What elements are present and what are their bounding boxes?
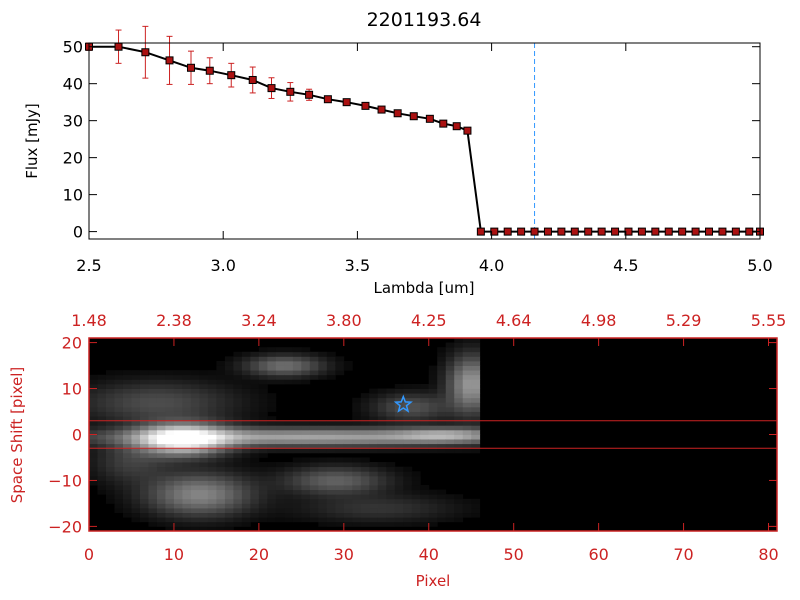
y-tick-label: 10 [63, 186, 83, 205]
data-point [227, 71, 236, 80]
data-point [664, 227, 673, 236]
top-plot-frame [88, 42, 761, 240]
data-point [718, 227, 727, 236]
data-point [452, 122, 461, 131]
data-point [637, 227, 646, 236]
chart-title: 2201193.64 [367, 9, 482, 31]
x-tick-label: 30 [334, 545, 354, 564]
data-point [624, 227, 633, 236]
top-x-tick-label: 1.48 [71, 311, 107, 330]
top-x-tick-label: 4.98 [581, 311, 617, 330]
data-point [584, 227, 593, 236]
top-x-tick-label: 5.55 [751, 311, 787, 330]
data-point [323, 95, 332, 104]
y-tick-label: 20 [63, 149, 83, 168]
y-tick-label: −10 [48, 471, 82, 490]
data-point [141, 48, 150, 57]
data-point [114, 42, 123, 51]
data-point [205, 66, 214, 75]
bottom-y-axis-label: Space Shift [pixel] [8, 367, 26, 504]
data-point [248, 75, 257, 84]
x-tick-label: 20 [249, 545, 269, 564]
data-point [705, 227, 714, 236]
top-y-axis-label: Flux [mJy] [23, 103, 41, 179]
top-x-tick-label: 3.80 [326, 311, 362, 330]
top-x-tick-label: 4.64 [496, 311, 532, 330]
top-x-tick-label: 2.38 [156, 311, 192, 330]
data-point [503, 227, 512, 236]
image-pixels [89, 338, 481, 532]
flux-spectrum-chart: 2201193.64 2.5 3.0 3.5 4.0 4.5 5.0 0 10 20 30 40 50… [23, 9, 773, 297]
data-point [543, 227, 552, 236]
top-x-axis-label: Lambda [um] [374, 279, 475, 297]
data-point [745, 227, 754, 236]
spectral-image-panel: 0 1.48 10 2.38 20 3.24 30 3.80 40 4.25 50 4.64 60 4.9… [8, 311, 786, 590]
x-tick-label: 80 [758, 545, 778, 564]
x-tick-label: 0 [84, 545, 94, 564]
y-tick-label: 10 [62, 380, 82, 399]
data-point [342, 98, 351, 107]
data-point [731, 227, 740, 236]
x-tick-label: 5.0 [747, 256, 772, 275]
data-point [651, 227, 660, 236]
star-icon [393, 394, 413, 413]
data-point [439, 119, 448, 128]
data-point [393, 109, 402, 118]
data-point [186, 63, 195, 72]
data-point [267, 84, 276, 93]
x-tick-label: 4.5 [613, 256, 638, 275]
y-tick-label: −20 [48, 517, 82, 536]
top-x-tick-label: 3.24 [241, 311, 277, 330]
data-point [691, 227, 700, 236]
data-point [530, 227, 539, 236]
data-point [463, 126, 472, 135]
data-point [286, 87, 295, 96]
y-tick-label: 0 [73, 223, 83, 242]
y-tick-label: 20 [62, 334, 82, 353]
data-point [517, 227, 526, 236]
flux-markers [85, 42, 764, 236]
bottom-x-axis-label: Pixel [416, 572, 451, 590]
data-point [377, 105, 386, 114]
top-x-tick-label: 4.25 [411, 311, 447, 330]
extraction-aperture-lines [89, 420, 777, 449]
top-x-tick-label: 5.29 [666, 311, 702, 330]
data-point [305, 90, 314, 99]
data-point [361, 101, 370, 110]
data-point [570, 227, 579, 236]
data-point [597, 227, 606, 236]
data-point [476, 227, 485, 236]
data-point [611, 227, 620, 236]
x-tick-label: 3.5 [345, 256, 370, 275]
data-point [557, 227, 566, 236]
y-tick-label: 30 [63, 112, 83, 131]
x-tick-label: 10 [164, 545, 184, 564]
x-tick-label: 3.0 [210, 256, 235, 275]
x-tick-label: 2.5 [76, 256, 101, 275]
x-tick-label: 70 [673, 545, 693, 564]
y-tick-label: 40 [63, 75, 83, 94]
x-tick-label: 60 [588, 545, 608, 564]
data-point [425, 114, 434, 123]
x-tick-label: 40 [419, 545, 439, 564]
data-point [165, 56, 174, 65]
x-tick-label: 50 [504, 545, 524, 564]
data-point [678, 227, 687, 236]
x-tick-label: 4.0 [479, 256, 504, 275]
y-tick-label: 50 [63, 38, 83, 57]
data-point [490, 227, 499, 236]
top-axis-ticks: 2.5 3.0 3.5 4.0 4.5 5.0 0 10 20 30 40 50 [63, 38, 773, 275]
y-tick-label: 0 [72, 426, 82, 445]
bottom-axis-ticks: 0 1.48 10 2.38 20 3.24 30 3.80 40 4.25 50 4.64 60 4.9… [48, 311, 786, 564]
data-point [409, 112, 418, 121]
flux-series-line [89, 45, 760, 233]
